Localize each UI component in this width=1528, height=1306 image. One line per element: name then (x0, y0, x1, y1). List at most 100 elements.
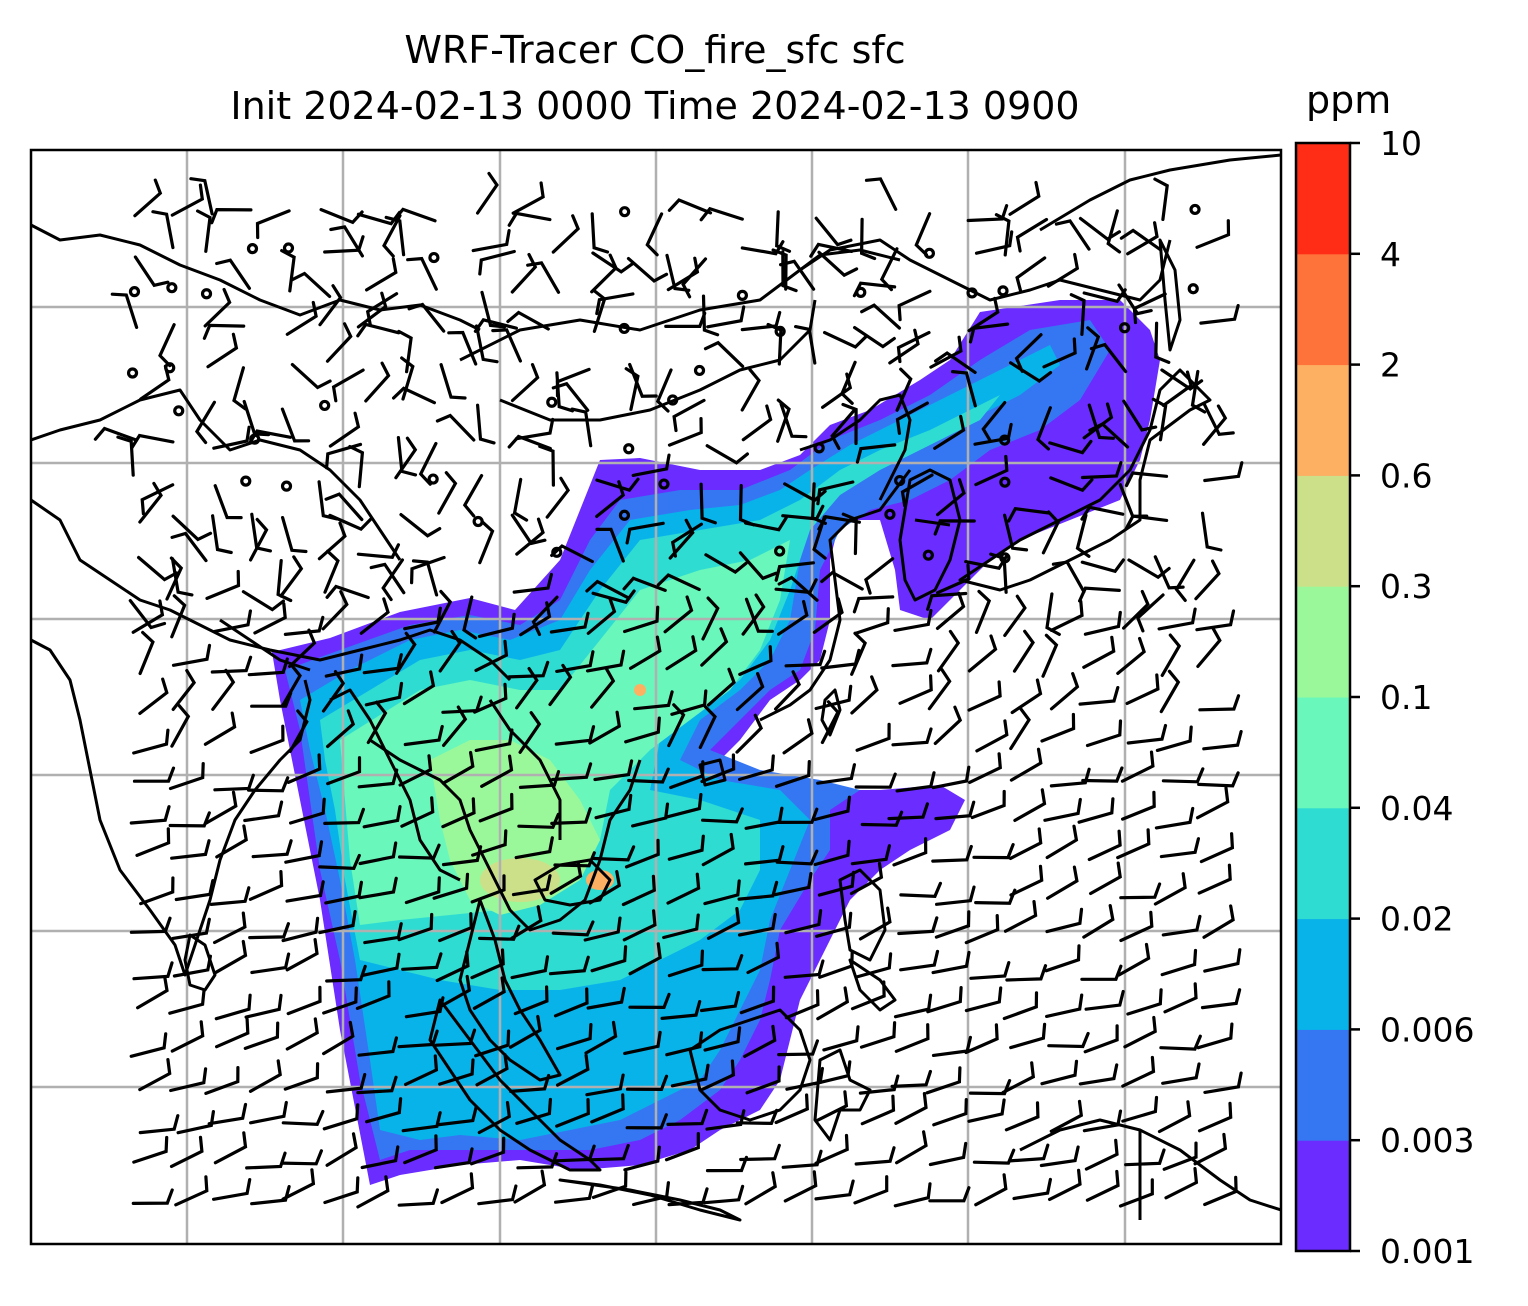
wind-barb-calm (884, 508, 896, 520)
wind-barb (1082, 402, 1114, 440)
wind-barb (132, 728, 170, 755)
wind-barb-calm (128, 286, 141, 298)
wind-barb (1080, 558, 1125, 574)
wind-barb (519, 601, 552, 637)
border-china-north (499, 299, 817, 422)
wind-barb (626, 257, 669, 283)
colorbar-tick-label: 10 (1380, 124, 1422, 163)
wind-barb (1036, 406, 1052, 451)
wind-barb (548, 955, 590, 976)
wind-barb (1039, 1145, 1080, 1168)
wind-barb (323, 807, 365, 825)
wind-barb-calm (999, 476, 1011, 488)
wind-barb (1196, 1022, 1234, 1050)
wind-barb (247, 657, 289, 677)
wind-barb (1087, 829, 1122, 862)
wind-barb (438, 1058, 475, 1086)
wind-barb (404, 996, 445, 1019)
wind-barb (210, 207, 253, 225)
wind-barb (666, 872, 701, 905)
wind-barb (331, 368, 365, 403)
wind-barb (1049, 672, 1080, 711)
wind-barb (1121, 1055, 1156, 1088)
wind-barb-calm (966, 287, 978, 299)
wind-barb (241, 590, 285, 612)
wind-barb (1014, 333, 1043, 373)
colorbar-unit-label: ppm (1306, 78, 1392, 122)
wind-barb (196, 209, 212, 253)
wind-barb (170, 594, 187, 639)
wind-barb (322, 986, 358, 1015)
wind-barb (739, 985, 776, 1015)
wind-barb (590, 212, 610, 254)
wind-barb (402, 670, 436, 706)
wind-barb (433, 1147, 474, 1170)
wind-barb (212, 1178, 252, 1201)
wind-barb (171, 917, 211, 940)
wind-barb (129, 805, 171, 825)
wind-barb (1045, 907, 1084, 934)
wind-barb (510, 252, 538, 294)
wind-barb (667, 198, 713, 215)
wind-barb (325, 964, 367, 983)
wind-barb (777, 599, 809, 636)
wind-barb (700, 753, 736, 784)
wind-barb (283, 1062, 320, 1091)
wind-barb (515, 667, 539, 710)
wind-barb (132, 766, 176, 783)
wind-barb (1116, 828, 1151, 860)
wind-barb (588, 710, 622, 745)
wind-barb (323, 549, 340, 594)
plume-layer-lime (430, 740, 600, 915)
wind-barb (510, 905, 543, 940)
wind-barb (128, 599, 167, 630)
wind-barb (627, 767, 670, 784)
wind-barb (1190, 369, 1207, 414)
wind-barb (447, 330, 478, 366)
wind-barb (471, 229, 511, 253)
wind-barb (129, 916, 172, 934)
wind-barb (817, 250, 859, 278)
wind-barb (592, 288, 607, 333)
wind-barb (290, 271, 332, 298)
wind-barb (594, 793, 633, 820)
wind-barb (595, 527, 625, 563)
wind-barb (1153, 872, 1187, 906)
wind-barb (556, 1022, 593, 1051)
wind-barb (926, 591, 968, 611)
wind-barb (743, 516, 788, 532)
colorbar-segment (1296, 253, 1350, 366)
wind-barb (356, 322, 401, 338)
wind-barb (701, 1059, 736, 1091)
wind-barb (1161, 767, 1205, 784)
wind-barb (476, 171, 499, 215)
wind-barb (1194, 559, 1221, 601)
wind-barb (925, 1066, 962, 1095)
wind-barb (477, 1101, 512, 1135)
wind-barb (1202, 730, 1243, 751)
coastline-mindanao (848, 958, 897, 1012)
wind-barb (435, 950, 470, 983)
wind-barb (583, 916, 622, 942)
colorbar-segment (1296, 1029, 1350, 1141)
wind-barb (1004, 1101, 1040, 1132)
wind-barb (891, 647, 933, 668)
wind-barb (590, 253, 618, 294)
wind-barb (1121, 790, 1156, 821)
wind-barb (1161, 370, 1193, 407)
wind-barb (325, 1132, 358, 1167)
wind-barb (897, 916, 939, 936)
wind-barb (1009, 361, 1053, 383)
wind-barb (1084, 1138, 1119, 1171)
wind-barb (1124, 1148, 1166, 1167)
wind-barb (849, 861, 884, 896)
wind-barb (165, 556, 184, 601)
wind-barb-calm (200, 288, 213, 300)
wind-barb (211, 514, 233, 555)
wind-barb (325, 1073, 367, 1094)
wind-barb (1010, 678, 1043, 715)
wind-barb (442, 705, 468, 747)
wind-barb (934, 800, 976, 821)
wind-barb (474, 1029, 511, 1058)
wind-barb (1193, 1132, 1228, 1166)
